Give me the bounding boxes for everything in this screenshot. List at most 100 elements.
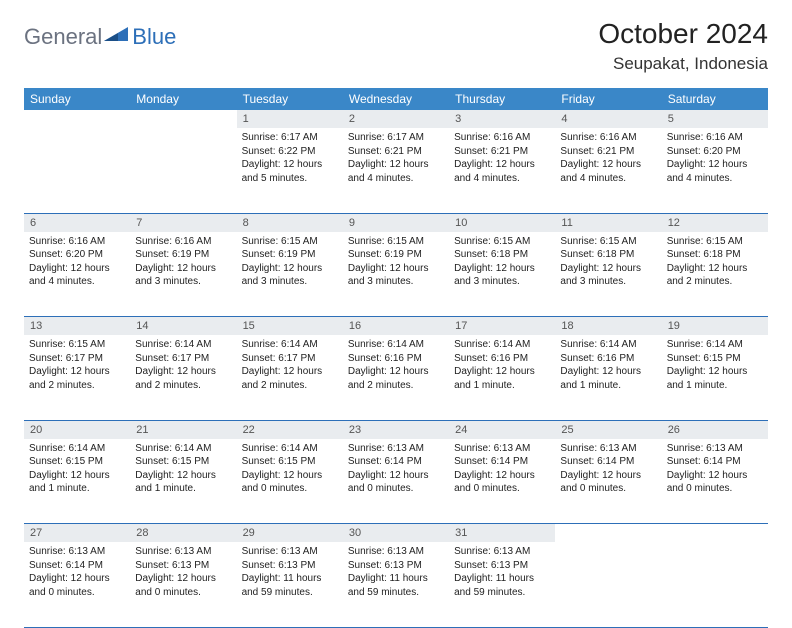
sunrise-text: Sunrise: 6:15 AM	[242, 235, 338, 249]
daylight-text: Daylight: 12 hours	[29, 572, 125, 586]
sunrise-text: Sunrise: 6:14 AM	[29, 442, 125, 456]
day-details: Sunrise: 6:15 AMSunset: 6:19 PMDaylight:…	[237, 232, 343, 293]
daylight-text: and 0 minutes.	[348, 482, 444, 496]
day-details: Sunrise: 6:16 AMSunset: 6:19 PMDaylight:…	[130, 232, 236, 293]
daylight-text: Daylight: 12 hours	[29, 262, 125, 276]
sunset-text: Sunset: 6:21 PM	[560, 145, 656, 159]
day-cell	[662, 542, 768, 627]
daylight-text: and 3 minutes.	[348, 275, 444, 289]
day-number: 27	[24, 524, 130, 543]
day-cell: Sunrise: 6:13 AMSunset: 6:14 PMDaylight:…	[343, 439, 449, 524]
day-cell: Sunrise: 6:13 AMSunset: 6:13 PMDaylight:…	[343, 542, 449, 627]
daylight-text: Daylight: 12 hours	[242, 469, 338, 483]
day-cell: Sunrise: 6:13 AMSunset: 6:13 PMDaylight:…	[237, 542, 343, 627]
day-details: Sunrise: 6:13 AMSunset: 6:14 PMDaylight:…	[343, 439, 449, 500]
sunset-text: Sunset: 6:15 PM	[135, 455, 231, 469]
daylight-text: and 59 minutes.	[454, 586, 550, 600]
day-details: Sunrise: 6:13 AMSunset: 6:14 PMDaylight:…	[449, 439, 555, 500]
sunset-text: Sunset: 6:18 PM	[667, 248, 763, 262]
day-cell: Sunrise: 6:15 AMSunset: 6:18 PMDaylight:…	[662, 232, 768, 317]
day-number	[130, 110, 236, 128]
day-number: 26	[662, 420, 768, 439]
sunset-text: Sunset: 6:14 PM	[560, 455, 656, 469]
day-cell: Sunrise: 6:14 AMSunset: 6:15 PMDaylight:…	[130, 439, 236, 524]
day-cell: Sunrise: 6:13 AMSunset: 6:13 PMDaylight:…	[449, 542, 555, 627]
day-details: Sunrise: 6:14 AMSunset: 6:15 PMDaylight:…	[24, 439, 130, 500]
sunset-text: Sunset: 6:20 PM	[29, 248, 125, 262]
sunset-text: Sunset: 6:14 PM	[348, 455, 444, 469]
daylight-text: and 2 minutes.	[29, 379, 125, 393]
day-details: Sunrise: 6:13 AMSunset: 6:13 PMDaylight:…	[237, 542, 343, 603]
sunrise-text: Sunrise: 6:14 AM	[135, 338, 231, 352]
day-cell: Sunrise: 6:16 AMSunset: 6:20 PMDaylight:…	[662, 128, 768, 213]
daylight-text: Daylight: 12 hours	[667, 158, 763, 172]
daylight-text: Daylight: 12 hours	[560, 469, 656, 483]
daylight-text: Daylight: 12 hours	[29, 469, 125, 483]
daylight-text: Daylight: 11 hours	[242, 572, 338, 586]
brand-text-2: Blue	[132, 24, 176, 50]
sunset-text: Sunset: 6:17 PM	[29, 352, 125, 366]
day-details: Sunrise: 6:13 AMSunset: 6:14 PMDaylight:…	[662, 439, 768, 500]
sunrise-text: Sunrise: 6:16 AM	[29, 235, 125, 249]
day-details: Sunrise: 6:16 AMSunset: 6:21 PMDaylight:…	[449, 128, 555, 189]
sunset-text: Sunset: 6:22 PM	[242, 145, 338, 159]
day-cell: Sunrise: 6:13 AMSunset: 6:14 PMDaylight:…	[662, 439, 768, 524]
daylight-text: and 5 minutes.	[242, 172, 338, 186]
day-number: 23	[343, 420, 449, 439]
sunset-text: Sunset: 6:17 PM	[242, 352, 338, 366]
sunrise-text: Sunrise: 6:14 AM	[454, 338, 550, 352]
daylight-text: and 4 minutes.	[560, 172, 656, 186]
sunrise-text: Sunrise: 6:13 AM	[348, 545, 444, 559]
daylight-text: and 0 minutes.	[135, 586, 231, 600]
sunset-text: Sunset: 6:18 PM	[560, 248, 656, 262]
day-number: 16	[343, 317, 449, 336]
day-number	[555, 524, 661, 543]
sunset-text: Sunset: 6:15 PM	[29, 455, 125, 469]
sunrise-text: Sunrise: 6:16 AM	[560, 131, 656, 145]
day-cell: Sunrise: 6:15 AMSunset: 6:19 PMDaylight:…	[343, 232, 449, 317]
day-details: Sunrise: 6:14 AMSunset: 6:17 PMDaylight:…	[130, 335, 236, 396]
daylight-text: and 0 minutes.	[667, 482, 763, 496]
day-cell: Sunrise: 6:16 AMSunset: 6:19 PMDaylight:…	[130, 232, 236, 317]
day-number: 14	[130, 317, 236, 336]
daylight-text: Daylight: 12 hours	[135, 262, 231, 276]
sunrise-text: Sunrise: 6:13 AM	[348, 442, 444, 456]
sunrise-text: Sunrise: 6:17 AM	[242, 131, 338, 145]
weekday-header: Saturday	[662, 88, 768, 110]
daylight-text: and 4 minutes.	[454, 172, 550, 186]
daylight-text: Daylight: 12 hours	[135, 365, 231, 379]
daylight-text: Daylight: 12 hours	[348, 365, 444, 379]
day-cell: Sunrise: 6:16 AMSunset: 6:21 PMDaylight:…	[555, 128, 661, 213]
day-details: Sunrise: 6:15 AMSunset: 6:18 PMDaylight:…	[662, 232, 768, 293]
sunrise-text: Sunrise: 6:13 AM	[242, 545, 338, 559]
day-cell: Sunrise: 6:14 AMSunset: 6:16 PMDaylight:…	[343, 335, 449, 420]
daylight-text: and 0 minutes.	[29, 586, 125, 600]
day-number: 18	[555, 317, 661, 336]
day-number-row: 12345	[24, 110, 768, 128]
day-cell: Sunrise: 6:15 AMSunset: 6:17 PMDaylight:…	[24, 335, 130, 420]
day-details: Sunrise: 6:13 AMSunset: 6:14 PMDaylight:…	[24, 542, 130, 603]
day-cell: Sunrise: 6:14 AMSunset: 6:16 PMDaylight:…	[555, 335, 661, 420]
daylight-text: Daylight: 12 hours	[348, 469, 444, 483]
day-number: 10	[449, 213, 555, 232]
daylight-text: and 4 minutes.	[29, 275, 125, 289]
day-number: 28	[130, 524, 236, 543]
daylight-text: and 0 minutes.	[242, 482, 338, 496]
sunset-text: Sunset: 6:16 PM	[560, 352, 656, 366]
daylight-text: Daylight: 12 hours	[667, 365, 763, 379]
daylight-text: Daylight: 12 hours	[667, 262, 763, 276]
day-number-row: 13141516171819	[24, 317, 768, 336]
sunrise-text: Sunrise: 6:16 AM	[454, 131, 550, 145]
day-details: Sunrise: 6:14 AMSunset: 6:15 PMDaylight:…	[237, 439, 343, 500]
daylight-text: Daylight: 12 hours	[348, 158, 444, 172]
day-cell	[130, 128, 236, 213]
day-cell: Sunrise: 6:14 AMSunset: 6:15 PMDaylight:…	[237, 439, 343, 524]
day-cell: Sunrise: 6:13 AMSunset: 6:14 PMDaylight:…	[555, 439, 661, 524]
sunset-text: Sunset: 6:15 PM	[242, 455, 338, 469]
day-body-row: Sunrise: 6:17 AMSunset: 6:22 PM Daylight:…	[24, 128, 768, 213]
sunset-text: Sunset: 6:16 PM	[454, 352, 550, 366]
day-cell: Sunrise: 6:14 AMSunset: 6:15 PMDaylight:…	[662, 335, 768, 420]
daylight-text: and 0 minutes.	[560, 482, 656, 496]
day-cell: Sunrise: 6:14 AMSunset: 6:16 PMDaylight:…	[449, 335, 555, 420]
day-number: 5	[662, 110, 768, 128]
